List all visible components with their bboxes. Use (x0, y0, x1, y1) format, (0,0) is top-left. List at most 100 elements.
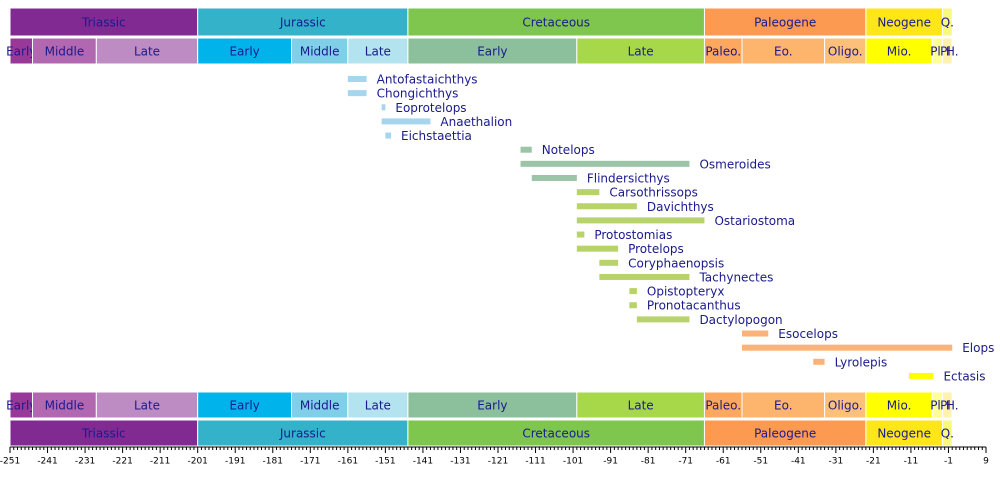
epoch-label: Middle (300, 45, 340, 59)
taxon-label: Tachynectes (698, 270, 773, 284)
epoch-label: Early (477, 45, 507, 59)
x-tick-label: 9 (983, 457, 989, 467)
period (941, 419, 953, 447)
taxon-label: Chongichthys (377, 87, 459, 101)
epoch-label: Late (134, 399, 160, 413)
period (197, 419, 409, 447)
period (197, 7, 409, 37)
taxon-label: Antofastaichthys (377, 73, 478, 87)
taxon-label: Pronotacanthus (647, 299, 741, 313)
epoch-label: Eo. (774, 45, 793, 59)
epoch (32, 37, 97, 65)
taxon-bar (531, 174, 577, 181)
epoch-label: Mio. (887, 45, 912, 59)
period-label: Triassic (81, 427, 126, 441)
taxon-bar (347, 76, 367, 82)
period-label: Triassic (81, 16, 126, 30)
x-tick-label: -81 (641, 457, 656, 467)
taxon-bar (381, 104, 386, 111)
taxon-label: Osmeroides (699, 157, 770, 171)
x-tick-label: -161 (338, 457, 358, 467)
epoch-label: Late (628, 399, 654, 413)
epoch-label: Middle (300, 399, 340, 413)
taxon-bar (599, 273, 690, 280)
epoch-label: Oligo. (828, 45, 863, 59)
taxon-label: Eoprotelops (395, 101, 466, 115)
epoch-label: Early (229, 45, 259, 59)
epoch (824, 391, 867, 419)
period-label: Jurassic (279, 16, 326, 30)
taxon-bar (520, 160, 690, 167)
x-tick-label: -111 (525, 457, 545, 467)
taxon-bar (576, 245, 619, 252)
epoch-label: H. (946, 45, 959, 59)
taxon-label: Coryphaenopsis (628, 256, 724, 270)
period (9, 419, 199, 447)
x-tick-label: -21 (866, 457, 881, 467)
x-tick-label: -231 (75, 457, 95, 467)
taxon-label: Ostariostoma (714, 214, 795, 228)
taxon-bar (381, 118, 431, 125)
period (407, 419, 705, 447)
taxon-label: Anaethalion (440, 115, 512, 129)
period-label: Q. (941, 16, 954, 30)
epoch (951, 37, 954, 65)
epoch-label: Late (365, 45, 391, 59)
taxon-bar (385, 132, 392, 139)
taxon-bar (576, 189, 600, 196)
x-tick-label: -211 (150, 457, 170, 467)
taxon-bar (520, 146, 532, 153)
epoch-label: Late (365, 399, 391, 413)
taxon-bar (636, 316, 690, 323)
epoch (741, 37, 826, 65)
x-tick-label: -51 (753, 457, 768, 467)
epoch (407, 391, 578, 419)
epoch (576, 391, 705, 419)
epoch-label: Pl. (940, 399, 954, 413)
epoch-label: Mio. (887, 399, 912, 413)
x-tick-label: -131 (450, 457, 470, 467)
period-label: Cretaceous (522, 16, 590, 30)
taxon-label: Dactylopogon (699, 313, 782, 327)
epoch-label: Middle (45, 399, 85, 413)
epoch (95, 37, 199, 65)
x-tick-label: -41 (791, 457, 806, 467)
epoch-label: Oligo. (828, 399, 863, 413)
epoch (95, 391, 199, 419)
taxon-bar (599, 259, 619, 266)
epoch-label: Early (6, 399, 36, 413)
epoch (576, 37, 705, 65)
period (703, 419, 867, 447)
x-tick-label: -241 (37, 457, 57, 467)
taxon-label: Eichstaettia (401, 129, 472, 143)
x-tick-label: -61 (716, 457, 731, 467)
epoch-label: Late (134, 45, 160, 59)
taxon-label: Esocelops (778, 327, 838, 341)
taxon-label: Flindersicthys (587, 171, 670, 185)
epoch-label: Pl. (930, 399, 944, 413)
taxon-label: Protelops (628, 242, 684, 256)
epoch-label: Early (477, 399, 507, 413)
period-label: Neogene (877, 427, 931, 441)
taxon-label: Notelops (542, 143, 595, 157)
taxon-bar (347, 90, 367, 97)
taxon-label: Davichthys (647, 200, 714, 214)
period-label: Neogene (877, 16, 931, 30)
period-label: Paleogene (754, 427, 816, 441)
epoch (197, 37, 293, 65)
epoch-label: Pl. (940, 45, 954, 59)
period (407, 7, 705, 37)
period (865, 7, 943, 37)
epoch-label: Early (6, 45, 36, 59)
epoch (865, 391, 933, 419)
taxon-bar (813, 358, 825, 365)
epoch-label: Paleo. (705, 399, 741, 413)
epoch (951, 391, 954, 419)
taxon-label: Ectasis (943, 369, 985, 383)
epoch-label: Late (628, 45, 654, 59)
period (941, 7, 953, 37)
taxon-bar (576, 231, 585, 238)
epoch-label: H. (946, 399, 959, 413)
taxon-bar (576, 217, 705, 224)
x-tick-label: -191 (225, 457, 245, 467)
